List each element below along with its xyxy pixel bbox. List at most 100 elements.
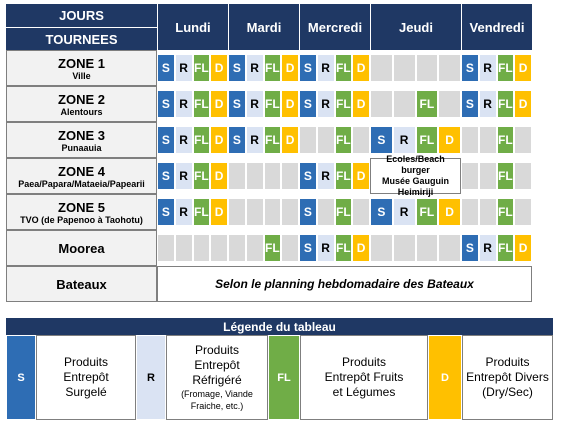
slot-cell (228, 162, 246, 190)
day-header: Vendredi (461, 4, 532, 50)
slot-cell (263, 162, 282, 190)
slot-cell (281, 234, 299, 262)
slot-cell: R (478, 54, 497, 82)
slot-cell (514, 198, 532, 226)
slot-cell: R (316, 162, 335, 190)
slot-cell (210, 234, 228, 262)
slot-cell (281, 198, 299, 226)
legend-line: (Fromage, Viande (181, 389, 253, 399)
slot-cell (478, 126, 497, 154)
zone-label: ZONE 5 TVO (de Papenoo à Taohotu) (6, 194, 157, 230)
zone-area: Ville (72, 70, 91, 81)
jours-header: JOURS (6, 4, 157, 27)
slot-cell: S (461, 54, 479, 82)
slot-cell (263, 198, 282, 226)
slot-cell: D (514, 90, 532, 118)
slot-cell: D (352, 90, 370, 118)
slot-cell (228, 234, 246, 262)
legend-line: Produits (194, 343, 240, 357)
legend-line: Entrepôt (63, 370, 109, 384)
slot-cell: FL (192, 126, 211, 154)
slot-cell (316, 198, 335, 226)
zone-name: ZONE 2 (58, 91, 105, 107)
slot-cell: D (210, 54, 228, 82)
slot-cell (392, 90, 416, 118)
zone-name: ZONE 5 (58, 199, 105, 215)
slot-cell: FL (496, 90, 515, 118)
note-line: Musée Gauguin (381, 176, 449, 186)
slot-cell (392, 54, 416, 82)
slot-cell: S (157, 198, 175, 226)
slot-cell (461, 126, 479, 154)
slot-cell: FL (334, 126, 353, 154)
slot-cell: S (461, 90, 479, 118)
slot-cell (461, 162, 479, 190)
legend-text: Produits Entrepôt Réfrigéré (Fromage, Viand… (166, 335, 268, 420)
slot-cell: R (316, 234, 335, 262)
slot-cell: D (210, 162, 228, 190)
slot-cell: R (478, 234, 497, 262)
slot-cell: R (174, 162, 193, 190)
slot-cell (415, 234, 439, 262)
legend-line: Produits (485, 355, 530, 369)
slot-cell: S (228, 90, 246, 118)
legend-line: Entrepôt Fruits (324, 370, 404, 384)
slot-cell: FL (192, 90, 211, 118)
slot-cell: S (299, 162, 317, 190)
boat-note: Selon le planning hebdomadaire des Batea… (157, 266, 532, 302)
legend-line: Surgelé (65, 385, 107, 399)
slot-cell: R (392, 198, 416, 226)
zone-area: Paea/Papara/Mataeia/Papearii (18, 178, 145, 189)
slot-cell: D (438, 198, 461, 226)
slot-cell: R (174, 198, 193, 226)
slot-cell: R (245, 90, 264, 118)
legend-line: Entrepôt (194, 358, 240, 372)
legend-line: Entrepôt Divers (466, 370, 549, 384)
slot-cell: FL (496, 54, 515, 82)
day-note: Ecoles/Beach burger Musée Gauguin Heimirij… (370, 154, 461, 197)
slot-cell: S (299, 54, 317, 82)
day-header: Mardi (228, 4, 299, 50)
slot-cell (281, 162, 299, 190)
slot-cell: D (281, 54, 299, 82)
slot-cell: FL (496, 162, 515, 190)
slot-cell: FL (496, 234, 515, 262)
slot-cell: R (174, 90, 193, 118)
slot-cell: FL (415, 90, 439, 118)
slot-cell (392, 234, 416, 262)
zone-label: ZONE 4 Paea/Papara/Mataeia/Papearii (6, 158, 157, 194)
slot-cell (514, 162, 532, 190)
slot-cell: FL (192, 162, 211, 190)
slot-cell: D (352, 54, 370, 82)
slot-cell: R (316, 90, 335, 118)
slot-cell (370, 54, 393, 82)
slot-cell: R (174, 54, 193, 82)
slot-cell: S (299, 90, 317, 118)
slot-cell: R (245, 126, 264, 154)
slot-cell: S (228, 126, 246, 154)
slot-cell (299, 126, 317, 154)
slot-cell: S (228, 54, 246, 82)
legend-text: Produits Entrepôt Fruits et Légumes (300, 335, 428, 420)
slot-cell: S (157, 162, 175, 190)
slot-cell (478, 162, 497, 190)
slot-cell: S (157, 54, 175, 82)
slot-cell: R (316, 54, 335, 82)
zone-name: Moorea (58, 240, 105, 256)
slot-cell (316, 126, 335, 154)
day-header: Mercredi (299, 4, 370, 50)
slot-cell: S (370, 126, 393, 154)
slot-cell (370, 90, 393, 118)
slot-cell (157, 234, 175, 262)
legend-line: Produits (341, 355, 387, 369)
slot-cell: FL (334, 198, 353, 226)
slot-cell: FL (192, 54, 211, 82)
slot-cell (352, 198, 370, 226)
slot-cell: R (392, 126, 416, 154)
zone-label: ZONE 1 Ville (6, 50, 157, 86)
slot-cell: D (514, 54, 532, 82)
slot-cell: S (299, 234, 317, 262)
slot-cell: R (245, 54, 264, 82)
slot-cell: FL (496, 126, 515, 154)
